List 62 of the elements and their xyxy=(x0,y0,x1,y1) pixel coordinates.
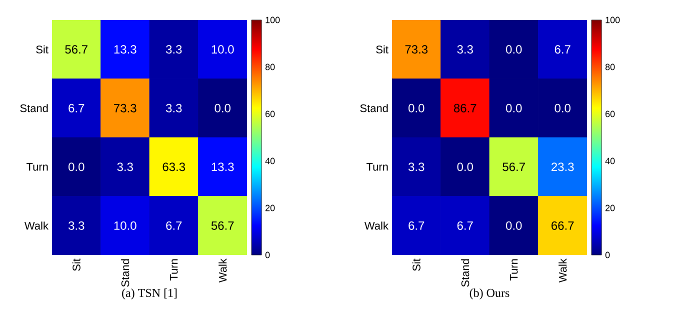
x-tick-label: Walk xyxy=(558,258,567,283)
y-tick-label: Sit xyxy=(376,45,388,54)
data-label: 0.0 xyxy=(506,45,522,54)
color-bar-label: 80 xyxy=(605,64,615,70)
data-label: 3.3 xyxy=(68,221,84,230)
data-label: 66.7 xyxy=(552,221,574,230)
data-label: 0.0 xyxy=(214,104,231,112)
data-label: 0.0 xyxy=(506,104,522,112)
y-tick-label: Sit xyxy=(36,45,48,54)
data-label: 6.7 xyxy=(408,221,424,230)
data-label: 86.7 xyxy=(454,104,476,112)
color-bar-label: 100 xyxy=(266,16,280,24)
color-bar-label: 20 xyxy=(606,204,615,212)
data-label: 0.0 xyxy=(68,162,84,172)
data-label: 6.7 xyxy=(68,104,84,112)
data-label: 56.7 xyxy=(502,162,525,172)
data-label: 56.7 xyxy=(65,45,88,54)
data-label: 63.3 xyxy=(162,162,186,172)
x-tick-label: Sit xyxy=(412,258,420,271)
color-bar-label: 60 xyxy=(266,110,275,118)
data-label: 3.3 xyxy=(408,162,424,172)
x-tick-label: Sit xyxy=(72,258,80,271)
text: (b) Ours xyxy=(470,288,510,300)
x-tick-label: Turn xyxy=(170,259,178,280)
color-bar-label: 60 xyxy=(606,110,615,118)
data-label: 0.0 xyxy=(506,221,522,230)
y-tick-label: Walk xyxy=(24,222,48,230)
data-label: 73.3 xyxy=(405,45,428,54)
data-label: 6.7 xyxy=(457,221,473,230)
data-label: 0.0 xyxy=(408,104,424,112)
color-bar-label: 100 xyxy=(606,16,620,24)
text: (a) TSN [1] xyxy=(122,288,177,300)
data-label: 6.7 xyxy=(166,221,182,230)
y-tick-label: Turn xyxy=(366,163,388,171)
data-label: 56.7 xyxy=(211,221,234,230)
data-label: 3.3 xyxy=(457,45,473,54)
data-label: 13.3 xyxy=(212,162,234,172)
y-tick-label: Walk xyxy=(364,222,388,230)
color-bar-label: 80 xyxy=(265,64,275,70)
data-label: 3.3 xyxy=(166,104,182,112)
color-bar-label: 0 xyxy=(265,252,270,258)
data-label: 10.0 xyxy=(212,45,234,54)
color-bar-label: 40 xyxy=(605,158,615,164)
color-bar-label: 0 xyxy=(605,252,610,258)
data-label: 6.7 xyxy=(554,45,570,54)
data-label: 3.3 xyxy=(117,162,133,172)
data-label: 23.3 xyxy=(552,162,574,172)
data-label: 73.3 xyxy=(114,104,136,112)
x-tick-label: Stand xyxy=(461,259,470,287)
x-tick-label: Stand xyxy=(121,259,130,287)
x-tick-label: Walk xyxy=(218,258,227,283)
data-label: 0.0 xyxy=(457,162,473,172)
y-tick-label: Turn xyxy=(26,163,48,171)
data-label: 13.3 xyxy=(114,45,136,54)
y-tick-label: Stand xyxy=(20,104,48,112)
y-tick-label: Stand xyxy=(360,104,388,112)
data-label: 3.3 xyxy=(166,45,182,54)
x-tick-label: Turn xyxy=(510,259,518,280)
data-label: 0.0 xyxy=(554,104,570,112)
color-bar-label: 20 xyxy=(266,204,275,212)
color-bar-label: 40 xyxy=(265,158,275,164)
data-label: 10.0 xyxy=(114,221,136,230)
